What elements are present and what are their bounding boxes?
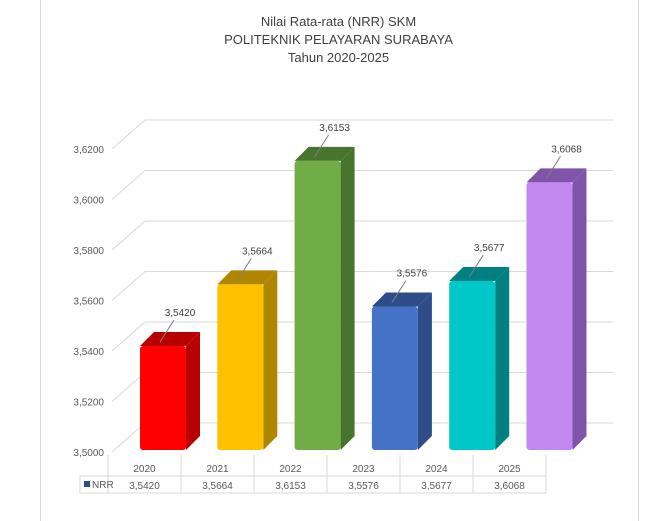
- bar-side: [417, 292, 432, 450]
- label-leader: [236, 258, 252, 281]
- chart-title-line2: POLITEKNIK PELAYARAN SURABAYA: [224, 32, 453, 47]
- grid-diagonal: [111, 119, 146, 150]
- legend-label: NRR: [92, 480, 114, 491]
- bar-side: [263, 270, 278, 450]
- grid-diagonal: [111, 271, 146, 301]
- bar-2025: [526, 182, 573, 450]
- category-label: 2021: [206, 464, 229, 475]
- grid-diagonal: [111, 422, 146, 453]
- table-value: 3,5576: [348, 481, 379, 492]
- bar-top: [371, 292, 432, 307]
- label-leader: [159, 319, 175, 343]
- bar-2023: [371, 306, 418, 450]
- data-label: 3,5420: [165, 308, 196, 319]
- chart-title-line3: Tahun 2020-2025: [287, 50, 390, 65]
- label-leader: [468, 254, 484, 278]
- bar-top: [140, 331, 200, 346]
- category-label: 2020: [133, 464, 156, 475]
- y-tick-label: 3,5200: [73, 398, 104, 409]
- table-value: 3,6068: [494, 481, 525, 492]
- label-leader: [546, 156, 561, 179]
- grid-diagonal: [111, 220, 146, 251]
- y-tick-label: 3,5400: [73, 347, 104, 358]
- bar-top: [526, 168, 587, 183]
- category-label: 2024: [425, 464, 448, 475]
- category-label: 2025: [498, 464, 521, 475]
- data-label: 3,5576: [397, 269, 428, 280]
- table-value: 3,5677: [421, 481, 452, 492]
- grid-diagonal: [111, 321, 146, 352]
- data-label: 3,6153: [319, 123, 350, 134]
- category-label: 2023: [352, 464, 375, 475]
- bar-top: [294, 146, 355, 161]
- data-label: 3,5677: [474, 243, 505, 254]
- grid-diagonal: [111, 372, 146, 402]
- y-tick-label: 3,5600: [73, 297, 104, 308]
- bar-side: [340, 146, 355, 450]
- data-label: 3,5664: [242, 246, 273, 257]
- bar-2021: [217, 284, 264, 450]
- legend-swatch: [84, 481, 90, 487]
- chart-title-line1: Nilai Rata-rata (NRR) SKM: [260, 14, 417, 29]
- y-tick-label: 3,6200: [73, 145, 104, 156]
- category-label: 2022: [279, 464, 302, 475]
- y-tick-label: 3,6000: [73, 196, 104, 207]
- bar-side: [186, 331, 200, 450]
- bar-2020: [140, 345, 186, 450]
- y-tick-label: 3,5800: [73, 246, 104, 257]
- table-value: 3,5420: [129, 481, 160, 492]
- grid-diagonal: [111, 170, 146, 200]
- bar-top: [449, 267, 510, 282]
- label-leader: [314, 134, 330, 158]
- chart-frame: [40, 0, 639, 521]
- bar-side: [572, 168, 587, 450]
- y-tick-label: 3,5000: [73, 448, 104, 459]
- bar-2022: [294, 160, 341, 450]
- table-value: 3,6153: [275, 481, 306, 492]
- bar-2024: [449, 281, 496, 450]
- label-leader: [391, 280, 407, 303]
- data-label: 3,6068: [551, 144, 582, 155]
- bar-side: [495, 267, 510, 450]
- table-value: 3,5664: [202, 481, 233, 492]
- bar-top: [217, 270, 278, 285]
